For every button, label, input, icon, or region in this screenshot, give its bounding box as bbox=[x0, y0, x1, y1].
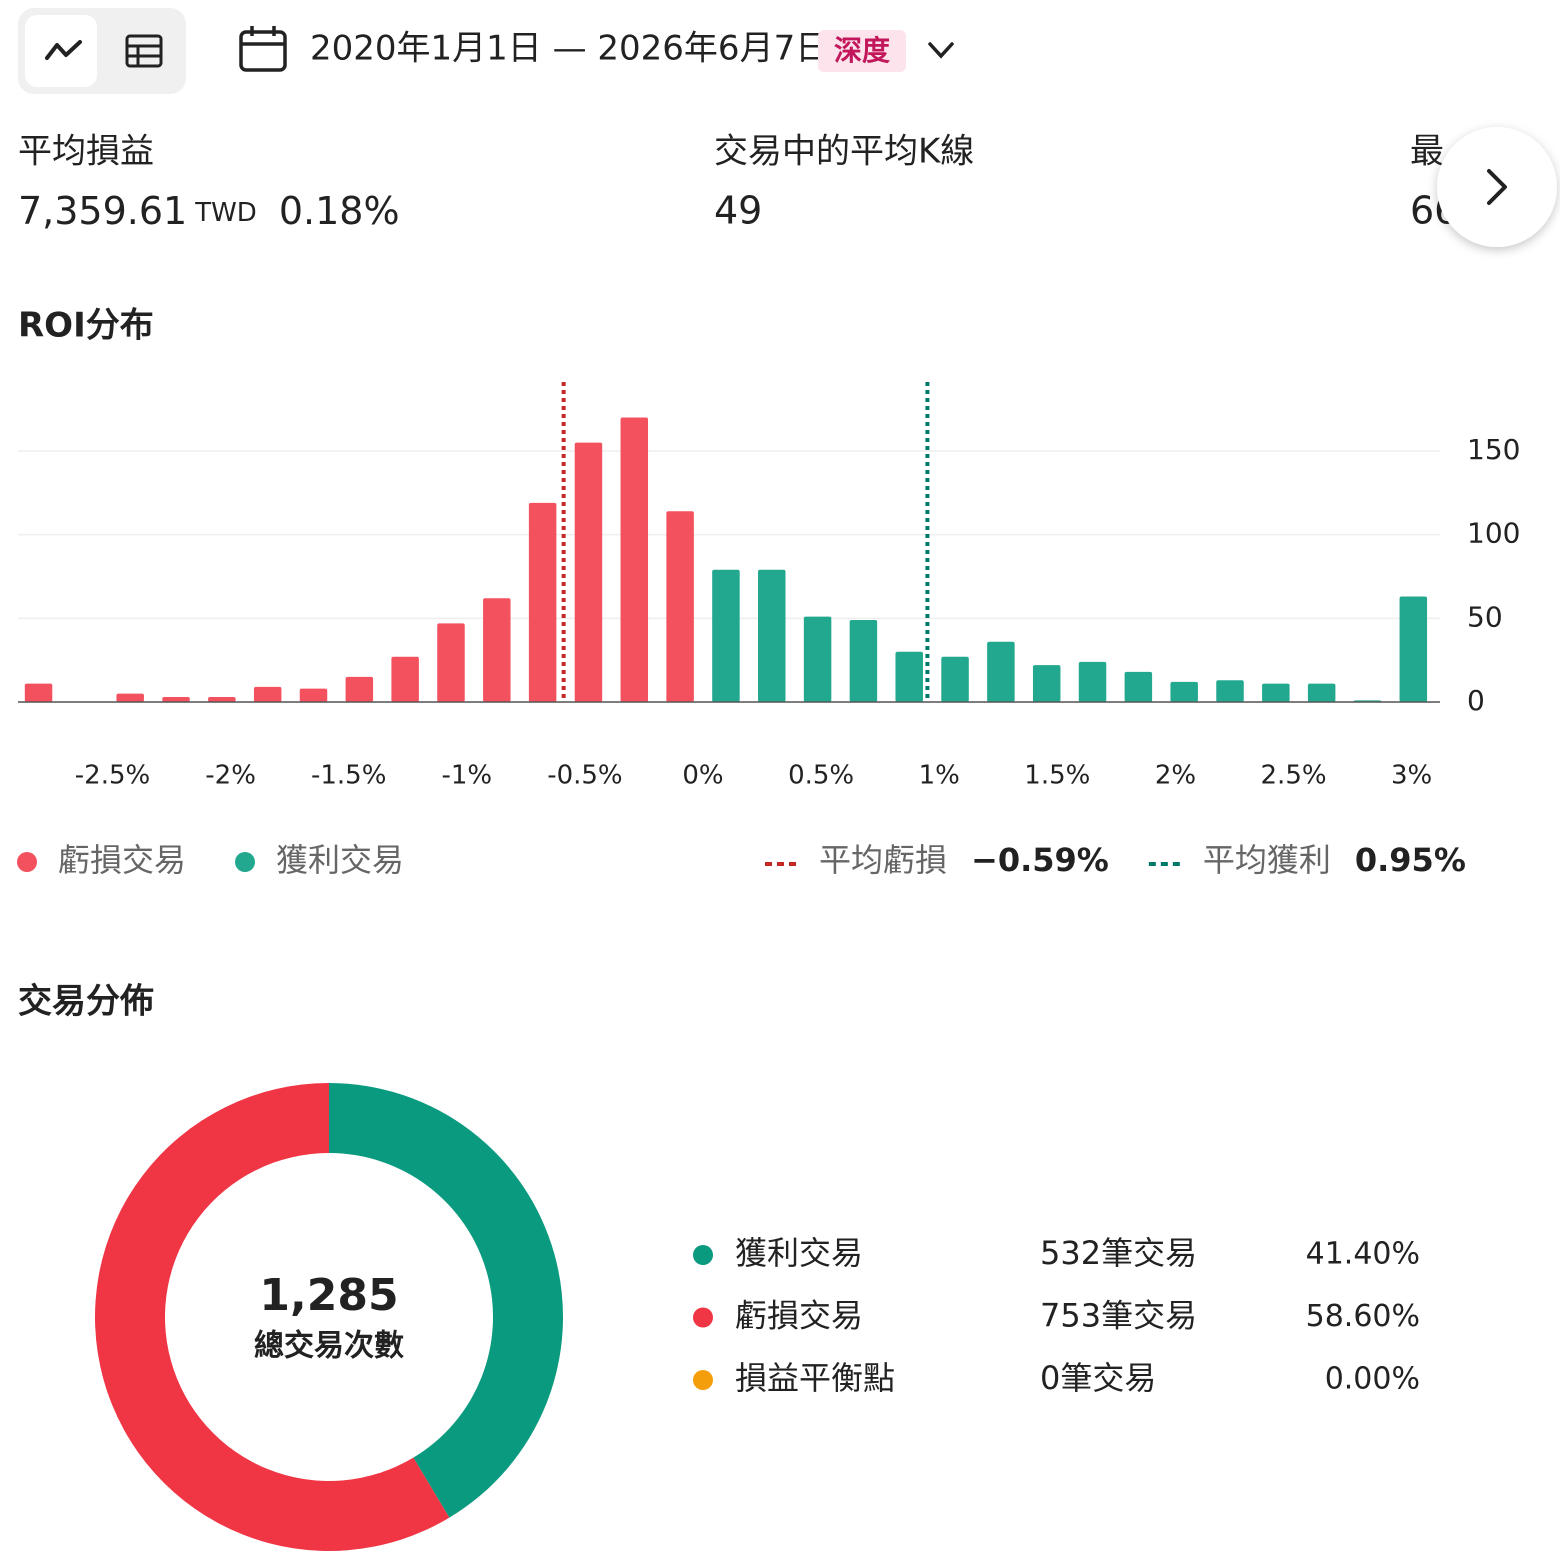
bar bbox=[1262, 683, 1290, 702]
x-tick-label: 0% bbox=[682, 761, 723, 791]
legend-label: 平均虧損 bbox=[819, 841, 947, 879]
bar bbox=[1399, 596, 1428, 702]
bar bbox=[849, 619, 878, 702]
bar bbox=[116, 693, 144, 702]
bar bbox=[1216, 680, 1244, 702]
bar bbox=[391, 656, 419, 702]
legend-label: 損益平衡點 bbox=[735, 1359, 895, 1397]
x-tick-label: 1% bbox=[919, 761, 960, 791]
bar bbox=[528, 502, 557, 702]
chart-title: ROI分布 bbox=[18, 306, 154, 346]
bar bbox=[162, 696, 190, 702]
y-tick-label: 150 bbox=[1467, 433, 1520, 466]
bar bbox=[941, 656, 969, 702]
chart-icon bbox=[45, 40, 82, 60]
stat-value: 7,359.61 TWD 0.18% bbox=[18, 189, 400, 233]
bar bbox=[803, 616, 832, 702]
x-tick-label: 0.5% bbox=[788, 761, 854, 791]
bar bbox=[620, 417, 649, 702]
legend-share: 41.40% bbox=[1306, 1237, 1420, 1272]
legend-value: −0.59% bbox=[971, 841, 1109, 879]
stat-change: 0.18% bbox=[279, 189, 400, 233]
stat-number: 7,359.61 bbox=[18, 189, 187, 233]
legend-dot bbox=[235, 852, 255, 872]
chart-title: 交易分佈 bbox=[18, 982, 154, 1022]
bar bbox=[1307, 683, 1336, 702]
legend-dot bbox=[693, 1370, 713, 1390]
legend-count: 753筆交易 bbox=[1040, 1297, 1197, 1335]
legend-share: 0.00% bbox=[1325, 1362, 1420, 1397]
bar bbox=[666, 511, 694, 702]
bar bbox=[1032, 665, 1061, 702]
next-icon bbox=[1487, 169, 1507, 205]
legend-dot bbox=[693, 1245, 713, 1265]
x-tick-label: -0.5% bbox=[547, 761, 622, 791]
bar bbox=[987, 641, 1015, 702]
date-range[interactable]: 2020年1月1日 — 2026年6月7日 bbox=[310, 29, 829, 69]
bar bbox=[24, 683, 53, 702]
y-tick-label: 50 bbox=[1467, 600, 1503, 633]
x-tick-label: 1.5% bbox=[1024, 761, 1090, 791]
legend-dot bbox=[693, 1307, 713, 1328]
next-button[interactable] bbox=[1437, 127, 1557, 247]
bar bbox=[483, 598, 511, 702]
donut-caption: 總交易次數 bbox=[254, 1329, 404, 1364]
donut-total: 1,285 bbox=[259, 1270, 398, 1321]
x-tick-label: 3% bbox=[1391, 761, 1432, 791]
x-tick-label: -1% bbox=[441, 761, 492, 791]
dropdown-chevron[interactable] bbox=[928, 42, 954, 59]
legend-label: 獲利交易 bbox=[276, 841, 404, 879]
bar bbox=[1124, 671, 1153, 702]
bar bbox=[437, 623, 465, 702]
bar bbox=[574, 442, 603, 702]
bar bbox=[1170, 681, 1198, 702]
table-view-button[interactable] bbox=[125, 34, 163, 68]
legend-label: 平均獲利 bbox=[1203, 841, 1331, 879]
stat-label: 交易中的平均K線 bbox=[714, 132, 974, 172]
bar bbox=[345, 676, 374, 702]
y-tick-label: 100 bbox=[1467, 517, 1520, 550]
donut-slice bbox=[95, 1083, 450, 1551]
x-tick-label: 2% bbox=[1155, 761, 1196, 791]
bar bbox=[1078, 661, 1107, 702]
legend-label: 虧損交易 bbox=[735, 1297, 863, 1335]
stat-label: 平均損益 bbox=[18, 132, 154, 172]
legend-value: 0.95% bbox=[1355, 841, 1466, 879]
x-tick-label: -1.5% bbox=[311, 761, 386, 791]
stat-label: 最 bbox=[1410, 132, 1444, 172]
legend-label: 虧損交易 bbox=[58, 841, 186, 879]
badge-text: 深度 bbox=[834, 34, 890, 67]
stat-value: 49 bbox=[714, 189, 762, 233]
legend-dot bbox=[17, 852, 37, 872]
x-tick-label: -2% bbox=[205, 761, 256, 791]
x-tick-label: 2.5% bbox=[1261, 761, 1327, 791]
legend-count: 532筆交易 bbox=[1040, 1234, 1197, 1272]
bar bbox=[299, 688, 328, 702]
stat-unit: TWD bbox=[194, 198, 257, 228]
legend-label: 獲利交易 bbox=[735, 1234, 863, 1272]
bar bbox=[895, 651, 923, 702]
x-tick-label: -2.5% bbox=[75, 761, 150, 791]
bar bbox=[208, 696, 236, 702]
y-tick-label: 0 bbox=[1467, 684, 1485, 717]
bar bbox=[712, 569, 740, 702]
badge bbox=[818, 30, 906, 72]
legend-count: 0筆交易 bbox=[1040, 1359, 1156, 1397]
calendar-icon[interactable] bbox=[239, 26, 287, 72]
donut-slice bbox=[329, 1083, 564, 1518]
legend-share: 58.60% bbox=[1306, 1299, 1420, 1334]
bar bbox=[253, 686, 282, 702]
bar bbox=[758, 569, 786, 702]
